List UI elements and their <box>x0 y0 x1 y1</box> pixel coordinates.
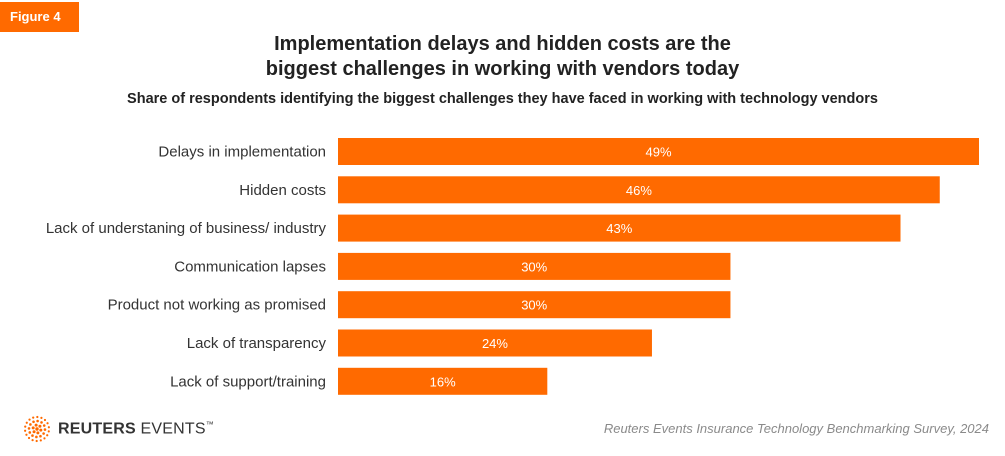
logo-text-bold: REUTERS <box>58 420 136 438</box>
category-label: Product not working as promised <box>108 297 326 314</box>
chart-title-line-2: biggest challenges in working with vendo… <box>265 58 740 80</box>
logo-text-regular: EVENTS <box>140 420 206 438</box>
source-note: Reuters Events Insurance Technology Benc… <box>603 421 989 436</box>
bar-chart: Delays in implementation 49% Hidden costs 4… <box>46 138 979 395</box>
bar <box>338 176 940 204</box>
reuters-events-logo: REUTERS EVENTS™ <box>22 414 214 444</box>
category-label: Communication lapses <box>174 258 326 275</box>
category-label: Hidden costs <box>239 182 326 199</box>
chart-subtitle: Share of respondents identifying the big… <box>127 91 878 107</box>
chart-title: Implementation delays and hidden costs a… <box>0 32 1005 82</box>
logo-trademark: ™ <box>205 419 214 429</box>
bar-value-label: 46% <box>626 183 652 198</box>
bar <box>338 138 979 165</box>
bar-value-label: 30% <box>521 259 547 274</box>
bar <box>338 367 548 395</box>
bar <box>338 252 731 280</box>
category-label: Lack of understaning of business/ indust… <box>46 220 327 237</box>
bar <box>338 214 901 242</box>
bar-value-label: 49% <box>645 145 671 160</box>
logo-text: REUTERS EVENTS™ <box>58 420 214 438</box>
category-label: Delays in implementation <box>158 144 326 161</box>
bar-value-label: 43% <box>606 221 632 236</box>
bar-value-label: 30% <box>521 298 547 313</box>
category-label: Lack of support/training <box>170 373 326 390</box>
chart-title-line-1: Implementation delays and hidden costs a… <box>274 33 731 55</box>
category-label: Lack of transparency <box>187 335 327 352</box>
reuters-dot-sphere-icon <box>24 415 50 443</box>
figure-badge: Figure 4 <box>0 2 79 32</box>
bar <box>338 329 652 357</box>
bar-value-label: 24% <box>482 336 508 351</box>
figure-label: Figure 4 <box>10 9 61 24</box>
bar <box>338 291 731 319</box>
bar-value-label: 16% <box>430 374 456 389</box>
